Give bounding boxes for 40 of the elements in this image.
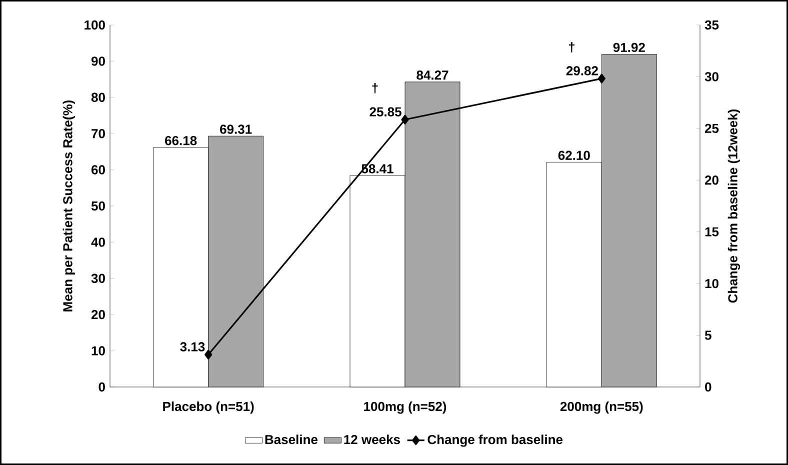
y2-tick-label: 20 [704,176,718,185]
data-label: 69.31 [220,124,252,134]
x-tick-label: 200mg (n=55) [560,402,643,414]
y2-axis-title: Change from baseline (12week) [728,109,740,303]
y-tick-label: 30 [91,274,105,283]
y-tick-label: 80 [91,92,105,102]
data-label: 91.92 [613,42,645,52]
y-tick-label: 100 [84,20,105,30]
data-label: 3.13 [180,342,205,352]
data-label: 25.85 [370,107,402,116]
point [204,350,212,360]
y2-tick-label: 5 [704,330,712,340]
y2-tick-label: 0 [705,382,712,392]
y-tick-label: 60 [91,165,105,174]
data-label: 66.18 [165,136,197,146]
y-tick-label: 10 [92,346,105,356]
data-label: 29.82 [566,66,598,76]
data-label: 84.27 [416,70,448,80]
legend-label: Baseline [265,434,318,444]
y2-tick-label: 15 [705,227,719,236]
x-tick-label: Placebo (n=51) [163,402,254,414]
y2-tick-label: 25 [704,124,719,134]
y-axis-title: Mean per Patient Success Rate(%) [62,100,75,312]
y-tick-label: 40 [91,238,105,247]
legend-label: 12 weeks [344,434,400,444]
y2-tick-label: 35 [704,20,719,30]
annotation: † [372,83,378,94]
y-tick-label: 50 [91,201,105,211]
annotation: † [568,42,574,52]
point [401,114,409,124]
y2-tick-label: 10 [705,278,718,288]
y-tick-label: 0 [98,382,105,392]
x-tick-label: 100mg (n=52) [364,402,446,414]
y-tick-label: 20 [91,310,105,320]
point [598,74,606,84]
y-tick-label: 70 [92,128,105,138]
legend-label: Change from baseline [428,434,563,447]
y-tick-label: 90 [91,56,105,66]
y2-tick-label: 30 [704,72,718,82]
data-label: 62.10 [558,150,590,160]
